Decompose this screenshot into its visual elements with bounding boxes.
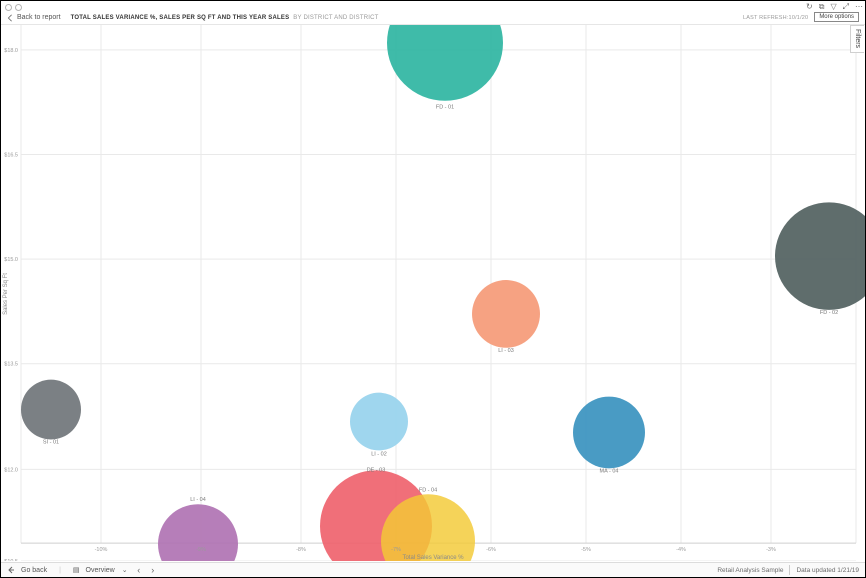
- svg-text:$16.5: $16.5: [4, 153, 18, 159]
- bubble-fd-02[interactable]: [775, 202, 865, 310]
- svg-text:-7%: -7%: [391, 547, 401, 553]
- go-back-label[interactable]: Go back: [21, 567, 47, 574]
- page-dropdown[interactable]: ⌄: [121, 566, 129, 574]
- arrow-left-icon: [7, 566, 15, 574]
- bubble-li-02[interactable]: [350, 393, 408, 451]
- data-updated-label: Data updated 1/21/19: [796, 567, 859, 574]
- bubble-chart[interactable]: FD - 01 LI - 03 FD - 02 MA - 04 LI - 02 SI - …: [1, 25, 865, 561]
- report-header: Back to report TOTAL SALES VARIANCE %, S…: [1, 11, 865, 25]
- filter-icon[interactable]: ▽: [830, 3, 836, 11]
- page-name[interactable]: Overview: [86, 567, 115, 574]
- bubble-label: LI - 03: [498, 348, 514, 354]
- bubble-label: MA - 04: [600, 468, 619, 474]
- svg-text:$13.5: $13.5: [4, 362, 18, 368]
- back-to-report-button[interactable]: Back to report: [7, 14, 61, 22]
- last-refresh-text: LAST REFRESH:10/1/20: [743, 15, 808, 21]
- svg-text:$10.5: $10.5: [4, 559, 18, 561]
- next-page-button[interactable]: ›: [149, 566, 157, 574]
- filters-pane-toggle[interactable]: Filters: [850, 25, 864, 53]
- more-options-button[interactable]: More options: [814, 12, 859, 22]
- svg-text:-10%: -10%: [95, 547, 108, 553]
- bubble-si-01[interactable]: [21, 380, 81, 440]
- bubble-label: LI - 02: [371, 451, 387, 457]
- back-label: Back to report: [17, 14, 61, 21]
- footer-separator: |: [59, 567, 61, 574]
- bubble-label: SI - 01: [43, 439, 59, 445]
- footer-divider: [789, 565, 790, 575]
- svg-text:$18.0: $18.0: [4, 48, 18, 54]
- bubble-li-03[interactable]: [472, 280, 540, 348]
- visual-title-main: TOTAL SALES VARIANCE %, SALES PER SQ FT …: [71, 15, 290, 21]
- bubble-label: FD - 04: [419, 487, 437, 493]
- svg-text:-6%: -6%: [486, 547, 496, 553]
- page-icon: ▤: [73, 566, 80, 574]
- svg-text:-4%: -4%: [676, 547, 686, 553]
- svg-text:Total Sales Variance %: Total Sales Variance %: [402, 555, 464, 561]
- bubble-ma-04[interactable]: [573, 397, 645, 469]
- dataset-name: Retail Analysis Sample: [717, 567, 783, 574]
- svg-text:-9%: -9%: [196, 547, 206, 553]
- more-icon[interactable]: ⋯: [855, 3, 863, 11]
- bubble-label: LI - 04: [190, 497, 206, 503]
- bubble-label: FD - 02: [820, 310, 838, 316]
- bubble-label: DE - 03: [367, 467, 386, 473]
- bubble-label: FD - 01: [436, 105, 454, 111]
- copy-icon[interactable]: ⧉: [819, 3, 825, 11]
- sync-icon[interactable]: ↻: [806, 3, 813, 11]
- go-back-button[interactable]: [7, 566, 15, 574]
- report-footer: Go back | ▤ Overview ⌄ ‹ › Retail Analys…: [1, 562, 865, 577]
- prev-page-button[interactable]: ‹: [135, 566, 143, 574]
- focus-icon[interactable]: ⤢: [843, 3, 849, 11]
- svg-text:-5%: -5%: [581, 547, 591, 553]
- visual-title-sub: BY DISTRICT AND DISTRICT: [293, 15, 378, 21]
- svg-text:$15.0: $15.0: [4, 257, 18, 263]
- filters-label: Filters: [854, 29, 861, 48]
- chevron-left-icon: [7, 14, 13, 22]
- svg-text:-3%: -3%: [766, 547, 776, 553]
- svg-text:Sales Per Sq Ft: Sales Per Sq Ft: [3, 273, 9, 315]
- bubble-fd-01[interactable]: [387, 25, 503, 101]
- svg-text:$12.0: $12.0: [4, 467, 18, 473]
- svg-text:-8%: -8%: [296, 547, 306, 553]
